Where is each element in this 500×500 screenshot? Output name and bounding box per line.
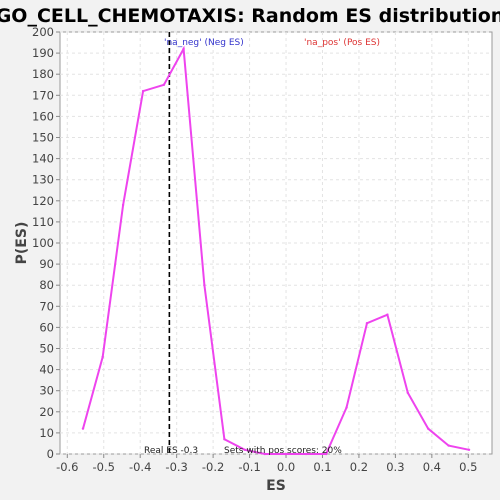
real-es-label: Real ES -0.3 xyxy=(144,446,198,456)
y-tick-label: 90 xyxy=(39,257,54,271)
data-point xyxy=(406,391,409,395)
y-axis-ticks: 0 10 20 30 40 50 60 70 80 90 100 110 120 130 140 150 160… xyxy=(32,25,60,461)
y-tick-label: 40 xyxy=(39,363,54,377)
y-tick-label: 20 xyxy=(39,405,54,419)
data-point xyxy=(345,406,348,409)
pos-scores-label: Sets with pos scores: 20% xyxy=(224,446,342,456)
y-tick-label: 10 xyxy=(39,426,54,440)
y-tick-label: 170 xyxy=(32,88,54,102)
y-tick-label: 160 xyxy=(32,109,54,123)
x-tick-label: 0.0 xyxy=(277,460,295,474)
x-axis-ticks: -0.6 -0.5 -0.4 -0.3 -0.2 -0.1 0.0 0.1 0.2 0.3 0.4 0… xyxy=(56,454,477,474)
data-point xyxy=(203,284,206,287)
data-point xyxy=(386,313,389,316)
data-point xyxy=(121,203,125,207)
data-point xyxy=(427,427,430,430)
y-tick-label: 130 xyxy=(32,173,54,187)
y-tick-label: 120 xyxy=(32,194,54,208)
data-point xyxy=(223,438,226,441)
y-tick-label: 200 xyxy=(32,25,54,39)
y-tick-label: 30 xyxy=(39,384,54,398)
x-tick-label: -0.1 xyxy=(238,460,260,474)
x-tick-label: 0.4 xyxy=(423,460,441,474)
data-point xyxy=(467,448,471,451)
x-tick-label: 0.3 xyxy=(386,460,404,474)
x-tick-label: 0.1 xyxy=(313,460,331,474)
data-point xyxy=(304,452,308,456)
x-tick-label: -0.6 xyxy=(56,460,78,474)
y-tick-label: 110 xyxy=(32,215,54,229)
data-point xyxy=(243,448,247,451)
y-tick-label: 180 xyxy=(32,67,54,81)
x-axis-label: ES xyxy=(266,478,286,494)
data-point xyxy=(81,427,85,430)
y-tick-label: 60 xyxy=(39,320,54,334)
x-tick-label: -0.2 xyxy=(202,460,224,474)
data-point xyxy=(365,321,369,325)
chart-title: GO_CELL_CHEMOTAXIS: Random ES distributi… xyxy=(0,5,500,27)
x-tick-label: -0.3 xyxy=(165,460,187,474)
data-point xyxy=(263,452,267,456)
y-tick-label: 70 xyxy=(39,299,54,313)
y-tick-label: 80 xyxy=(39,278,54,292)
y-axis-label: P(ES) xyxy=(14,222,30,265)
legend-pos: 'na_pos' (Pos ES) xyxy=(304,38,380,48)
data-point xyxy=(101,355,104,359)
y-tick-label: 100 xyxy=(32,236,54,250)
y-tick-label: 0 xyxy=(47,447,54,461)
data-point xyxy=(182,47,185,51)
data-point xyxy=(141,89,145,93)
x-tick-label: -0.4 xyxy=(129,460,151,474)
series-points xyxy=(81,47,471,456)
data-point xyxy=(162,83,166,86)
data-point xyxy=(447,444,450,447)
y-tick-label: 190 xyxy=(32,46,54,60)
x-tick-label: 0.5 xyxy=(459,460,477,474)
x-tick-label: -0.5 xyxy=(93,460,115,474)
series-line xyxy=(82,45,470,455)
y-tick-label: 50 xyxy=(39,342,54,356)
x-tick-label: 0.2 xyxy=(350,460,368,474)
y-tick-label: 140 xyxy=(32,152,54,166)
legend-neg: 'na_neg' (Neg ES) xyxy=(164,38,244,48)
data-point xyxy=(284,452,287,456)
gridlines xyxy=(60,31,492,455)
data-point xyxy=(324,452,328,456)
y-tick-label: 150 xyxy=(32,131,54,145)
